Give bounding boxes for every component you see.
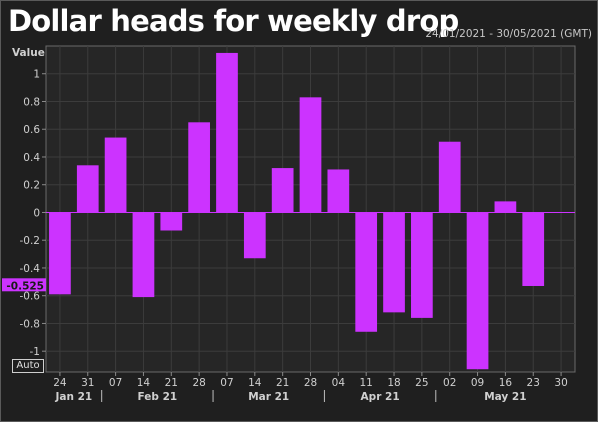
x-tick-label: 11: [359, 377, 372, 389]
month-label: Apr 21: [361, 391, 400, 403]
bar: [160, 212, 183, 231]
x-tick-label: 28: [192, 377, 205, 389]
month-label: Mar 21: [248, 391, 289, 403]
bar: [494, 201, 517, 213]
x-tick-label: 21: [165, 377, 178, 389]
page-title: Dollar heads for weekly drop: [8, 4, 459, 38]
bar: [216, 52, 238, 213]
bar: [299, 97, 322, 213]
x-tick-label: 28: [304, 377, 317, 389]
month-label: May 21: [484, 391, 526, 403]
bar: [327, 169, 350, 213]
current-value-marker: [2, 278, 46, 292]
x-tick-label: 07: [109, 377, 122, 389]
x-tick-label: 14: [248, 377, 262, 389]
x-tick-label: 25: [415, 377, 428, 389]
x-tick-label: 24: [53, 377, 67, 389]
y-tick-label: 0.8: [23, 96, 40, 108]
bar: [522, 212, 545, 286]
y-tick-label: 1: [33, 69, 40, 81]
bar: [355, 212, 378, 332]
month-label: Feb 21: [138, 391, 178, 403]
y-tick-label: 0: [33, 207, 40, 219]
x-tick-label: 02: [443, 377, 456, 389]
y-tick-label: -0.2: [20, 235, 41, 247]
y-tick-label: 0.6: [23, 124, 40, 136]
y-tick-label: -1: [30, 346, 40, 358]
month-label: Jan 21: [54, 391, 92, 403]
y-tick-label: -0.4: [20, 263, 41, 275]
x-tick-label: 07: [220, 377, 233, 389]
date-range: 24/01/2021 - 30/05/2021 (GMT): [425, 28, 592, 40]
bar: [188, 122, 210, 213]
x-tick-label: 21: [276, 377, 289, 389]
x-tick-label: 04: [332, 377, 346, 389]
x-tick-label: 23: [527, 377, 540, 389]
bar: [132, 212, 155, 298]
auto-scale-button[interactable]: Auto: [12, 359, 44, 373]
bar: [76, 165, 99, 213]
bar: [438, 141, 461, 213]
x-tick-label: 30: [554, 377, 567, 389]
x-tick-label: 31: [81, 377, 94, 389]
y-tick-label: -0.8: [20, 318, 41, 330]
bar: [243, 212, 266, 259]
y-tick-label: -0.6: [20, 291, 41, 303]
y-axis-title: Value: [12, 47, 45, 59]
bar: [271, 168, 294, 213]
y-tick-label: 0.2: [23, 180, 40, 192]
bar: [466, 212, 489, 370]
y-tick-label: 0.4: [23, 152, 40, 164]
x-tick-label: 16: [499, 377, 513, 389]
x-tick-label: 14: [137, 377, 151, 389]
bar: [383, 212, 405, 313]
current-value-label: -0.525: [6, 280, 44, 292]
bar: [411, 212, 433, 318]
bar: [104, 137, 127, 213]
x-tick-label: 18: [387, 377, 400, 389]
bar: [49, 212, 71, 295]
x-tick-label: 09: [471, 377, 484, 389]
